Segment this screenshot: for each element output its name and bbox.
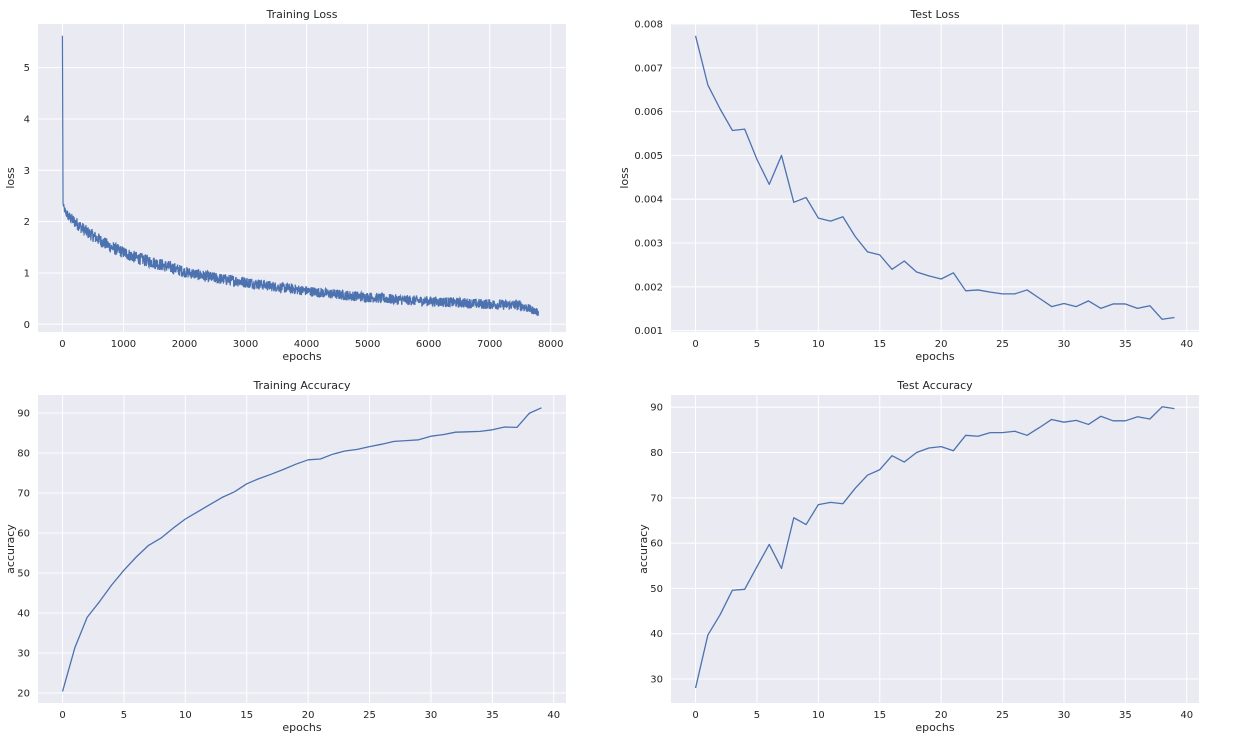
training-accuracy-y-tick-label: 30 — [17, 649, 30, 660]
test-loss-y-tick-label: 0.005 — [634, 151, 663, 162]
test-accuracy-y-tick-label: 50 — [650, 584, 663, 595]
training-loss-title: Training Loss — [265, 8, 337, 21]
training-loss-x-tick-label: 0 — [59, 339, 65, 350]
test-loss-x-tick-label: 0 — [692, 339, 698, 350]
test-accuracy-x-tick-label: 10 — [812, 710, 825, 721]
test-accuracy-x-tick-label: 35 — [1119, 710, 1132, 721]
test-accuracy-x-tick-label: 20 — [935, 710, 948, 721]
training-loss-x-tick-label: 5000 — [355, 339, 380, 350]
test-accuracy-y-label: accuracy — [637, 524, 650, 574]
training-accuracy-line-0 — [61, 407, 542, 692]
training-loss-axes-bg — [38, 24, 566, 332]
training-loss-line-0 — [61, 35, 540, 317]
test-loss-title: Test Loss — [909, 8, 960, 21]
test-loss-x-label: epochs — [915, 350, 954, 363]
test-loss-x-tick-label: 40 — [1180, 339, 1193, 350]
test-accuracy-x-tick-label: 0 — [692, 710, 698, 721]
training-loss-y-tick-label: 3 — [24, 166, 30, 177]
training-loss-x-tick-label: 3000 — [233, 339, 258, 350]
training-accuracy-x-label: epochs — [282, 721, 321, 734]
training-loss-x-tick-label: 2000 — [172, 339, 197, 350]
training-accuracy-y-tick-label: 90 — [17, 409, 30, 420]
training-accuracy-y-label: accuracy — [4, 524, 17, 574]
training-loss-y-tick-label: 1 — [24, 268, 30, 279]
training-accuracy-y-tick-label: 70 — [17, 489, 30, 500]
test-loss-y-tick-label: 0.002 — [634, 282, 663, 293]
training-accuracy-x-tick-label: 0 — [59, 710, 65, 721]
training-accuracy-y-tick-label: 40 — [17, 609, 30, 620]
training-accuracy-x-tick-label: 5 — [121, 710, 127, 721]
test-accuracy-x-tick-label: 25 — [996, 710, 1009, 721]
training-accuracy-panel: 0 5 10 15 20 25 30 35 40 20 30 40 50 60 70 80 90 Training… — [4, 379, 566, 734]
test-accuracy-y-tick-label: 80 — [650, 448, 663, 459]
test-accuracy-axes-bg — [671, 395, 1199, 703]
test-loss-x-tick-label: 5 — [754, 339, 760, 350]
training-loss-y-label: loss — [4, 167, 17, 189]
test-accuracy-y-tick-label: 60 — [650, 539, 663, 550]
test-accuracy-x-tick-label: 15 — [873, 710, 886, 721]
training-accuracy-x-tick-label: 40 — [547, 710, 560, 721]
test-loss-panel: 0 5 10 15 20 25 30 35 40 0.001 0.002 0.003 0.004 0.00… — [618, 8, 1199, 363]
test-loss-y-tick-label: 0.004 — [634, 195, 663, 206]
training-accuracy-x-tick-label: 10 — [179, 710, 192, 721]
training-loss-x-tick-label: 1000 — [111, 339, 136, 350]
test-accuracy-panel: 0 5 10 15 20 25 30 35 40 30 40 50 60 70 80 90 Test Accur… — [637, 379, 1199, 734]
training-loss-x-label: epochs — [282, 350, 321, 363]
training-accuracy-y-tick-label: 20 — [17, 689, 30, 700]
test-loss-x-tick-label: 15 — [873, 339, 886, 350]
test-loss-x-tick-label: 20 — [935, 339, 948, 350]
test-accuracy-title: Test Accuracy — [896, 379, 973, 392]
training-loss-x-tick-label: 7000 — [477, 339, 502, 350]
training-loss-x-tick-label: 8000 — [538, 339, 563, 350]
training-accuracy-y-tick-label: 60 — [17, 529, 30, 540]
training-accuracy-x-tick-label: 20 — [302, 710, 315, 721]
test-loss-x-tick-label: 35 — [1119, 339, 1132, 350]
training-accuracy-x-tick-label: 35 — [486, 710, 499, 721]
training-accuracy-y-tick-label: 80 — [17, 449, 30, 460]
training-loss-y-tick-label: 5 — [24, 63, 30, 74]
test-loss-axes-bg — [671, 24, 1199, 332]
test-accuracy-y-tick-label: 70 — [650, 493, 663, 504]
training-accuracy-y-tick-label: 50 — [17, 569, 30, 580]
test-loss-y-tick-label: 0.003 — [634, 239, 663, 250]
training-accuracy-x-tick-label: 15 — [240, 710, 253, 721]
test-loss-y-label: loss — [618, 167, 631, 189]
training-accuracy-title: Training Accuracy — [252, 379, 351, 392]
test-accuracy-x-tick-label: 30 — [1058, 710, 1071, 721]
training-loss-y-tick-label: 4 — [24, 114, 30, 125]
test-loss-y-tick-label: 0.006 — [634, 107, 663, 118]
test-accuracy-y-tick-label: 40 — [650, 629, 663, 640]
training-loss-panel: 0 1000 2000 3000 4000 5000 6000 7000 8000 0 1 2 3 4 5 T… — [4, 8, 566, 363]
test-accuracy-line-0 — [694, 406, 1175, 689]
test-accuracy-y-tick-label: 90 — [650, 403, 663, 414]
test-loss-y-tick-label: 0.001 — [634, 326, 663, 337]
test-accuracy-x-tick-label: 5 — [754, 710, 760, 721]
training-loss-y-tick-label: 2 — [24, 217, 30, 228]
test-accuracy-x-label: epochs — [915, 721, 954, 734]
test-loss-x-tick-label: 30 — [1058, 339, 1071, 350]
test-accuracy-y-tick-label: 30 — [650, 674, 663, 685]
training-accuracy-axes-bg — [38, 395, 566, 703]
test-accuracy-x-tick-label: 40 — [1180, 710, 1193, 721]
test-loss-line-0 — [694, 35, 1175, 320]
training-accuracy-x-tick-label: 25 — [363, 710, 376, 721]
training-loss-y-tick-label: 0 — [24, 320, 30, 331]
test-loss-x-tick-label: 10 — [812, 339, 825, 350]
training-loss-x-tick-label: 4000 — [294, 339, 319, 350]
training-accuracy-x-tick-label: 30 — [425, 710, 438, 721]
test-loss-y-tick-label: 0.007 — [634, 63, 663, 74]
test-loss-y-tick-label: 0.008 — [634, 20, 663, 31]
training-loss-x-tick-label: 6000 — [416, 339, 441, 350]
test-loss-x-tick-label: 25 — [996, 339, 1009, 350]
